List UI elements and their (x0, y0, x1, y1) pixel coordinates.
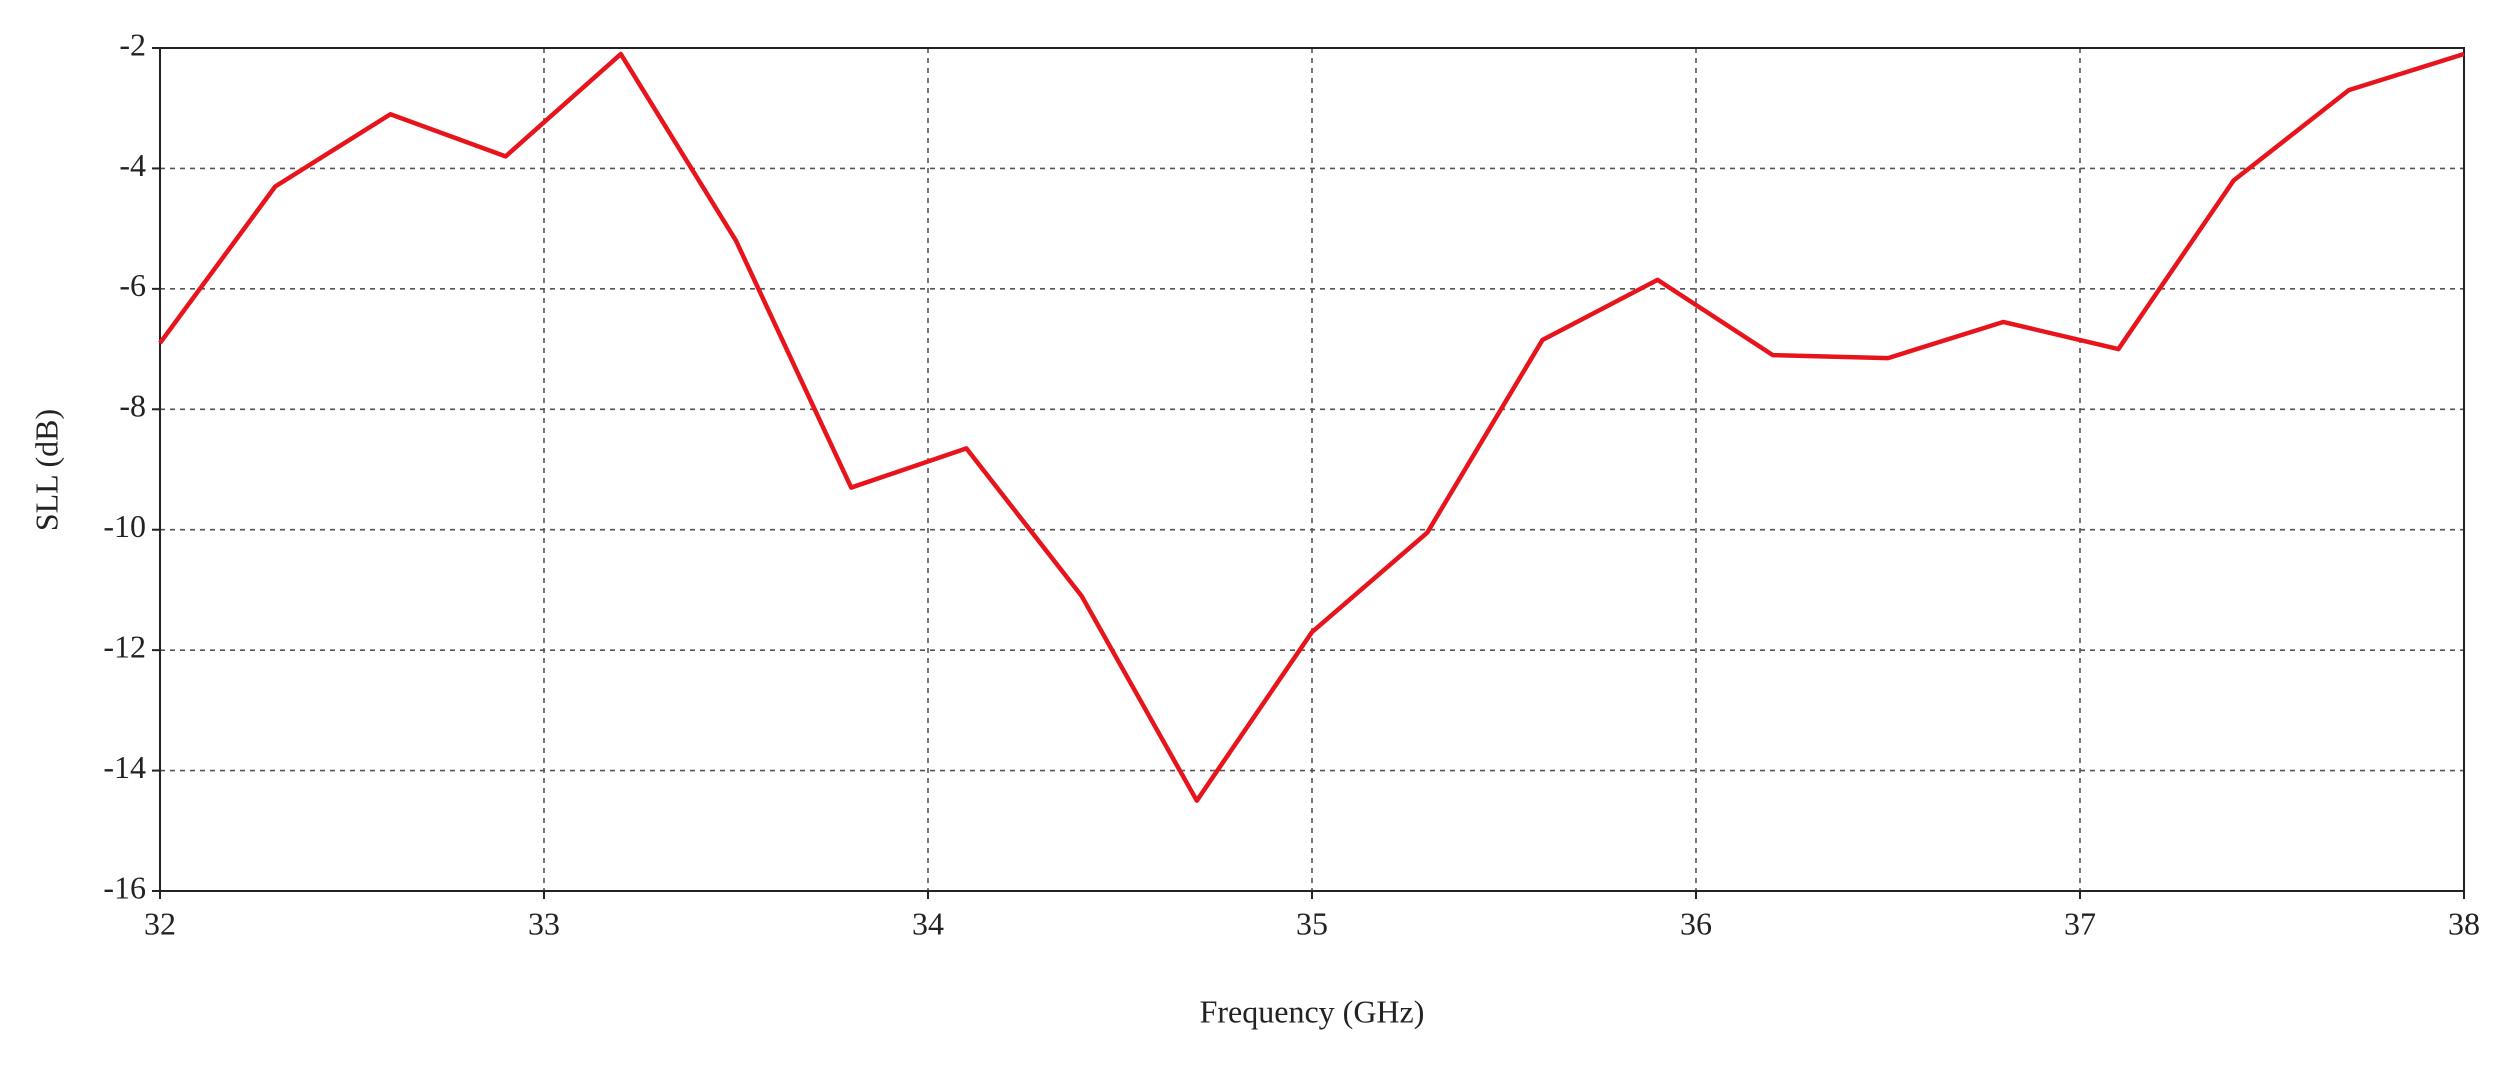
y-tick-label: -14 (103, 749, 146, 785)
x-axis-label: Frequency (GHz) (1200, 993, 1425, 1029)
x-tick-label: 35 (1296, 905, 1328, 941)
x-tick-label: 33 (528, 905, 560, 941)
x-tick-label: 34 (912, 905, 944, 941)
y-tick-label: -12 (103, 628, 146, 664)
y-tick-label: -10 (103, 508, 146, 544)
x-tick-label: 36 (1680, 905, 1712, 941)
y-axis-label: SLL (dB) (28, 409, 64, 531)
x-tick-label: 32 (144, 905, 176, 941)
y-tick-label: -2 (119, 26, 146, 62)
x-tick-label: 37 (2064, 905, 2096, 941)
data-line (158, 51, 2465, 803)
y-tick-label: -6 (119, 267, 146, 303)
y-tick-label: -8 (119, 388, 146, 424)
y-tick-label: -16 (103, 869, 146, 905)
plot-frame (159, 47, 2465, 892)
y-tick-label: -4 (119, 147, 146, 183)
x-tick-label: 38 (2448, 905, 2480, 941)
